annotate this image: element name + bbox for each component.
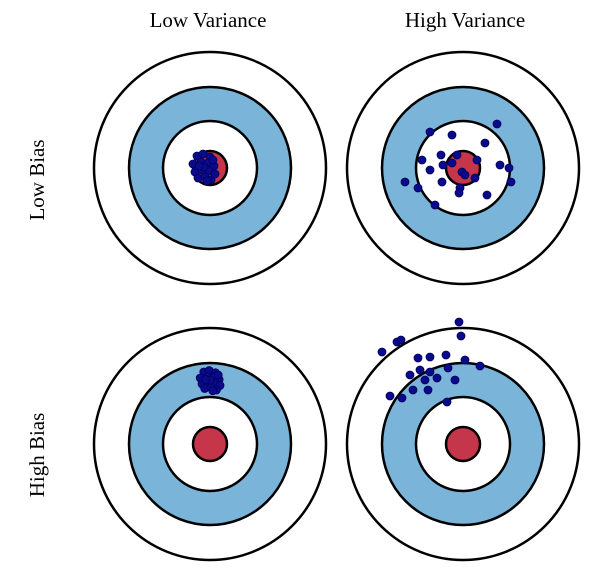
dart-hit xyxy=(425,127,435,137)
dart-hit xyxy=(213,370,223,380)
dart-hit xyxy=(405,370,415,380)
dart-hit xyxy=(425,352,435,362)
dart-hit xyxy=(425,367,435,377)
dart-hit xyxy=(454,317,464,327)
dart-hit xyxy=(420,375,430,385)
dart-hit xyxy=(417,155,427,165)
dart-hit xyxy=(413,353,423,363)
dart-hit xyxy=(201,375,211,384)
dart-hit xyxy=(208,386,218,396)
row-label: Low Bias xyxy=(25,139,49,220)
target-bullseye xyxy=(444,425,482,463)
column-label: High Variance xyxy=(405,8,525,32)
dart-hit xyxy=(452,150,462,160)
dart-hit xyxy=(492,119,502,129)
dart-hit xyxy=(397,393,407,403)
target-bullseye xyxy=(191,425,229,463)
dart-hit xyxy=(504,163,514,173)
dart-hit xyxy=(400,177,410,187)
dart-hit xyxy=(447,158,457,168)
dart-hit xyxy=(506,177,516,187)
dart-hit xyxy=(475,361,485,371)
dart-hit xyxy=(447,130,457,140)
dart-hit xyxy=(208,155,218,165)
dart-hit xyxy=(423,385,433,395)
dart-hit xyxy=(470,173,480,183)
dart-hit xyxy=(460,170,470,180)
dart-hit xyxy=(442,397,452,407)
dart-hit xyxy=(438,160,448,170)
dart-hit xyxy=(415,365,425,375)
dart-hit xyxy=(480,138,490,148)
dart-hit xyxy=(408,385,418,395)
column-label: Low Variance xyxy=(150,8,267,32)
row-label: High Bias xyxy=(25,413,49,498)
dart-hit xyxy=(437,177,447,187)
dart-hit xyxy=(432,373,442,383)
dart-hit xyxy=(430,200,440,210)
dart-hit xyxy=(210,169,220,179)
dart-hit xyxy=(495,160,505,170)
dart-hit xyxy=(194,161,204,171)
dart-hit xyxy=(443,363,453,373)
dart-hit xyxy=(450,375,460,385)
dart-hit xyxy=(385,391,395,401)
dart-hit xyxy=(425,165,435,175)
dart-hit xyxy=(377,347,387,357)
dart-hit xyxy=(460,355,470,365)
dart-hit xyxy=(472,155,482,165)
dart-hit xyxy=(456,331,466,341)
dart-hit xyxy=(482,190,492,200)
dart-hit xyxy=(202,176,212,186)
dart-hit xyxy=(396,335,406,345)
dart-hit xyxy=(441,350,451,360)
dart-hit xyxy=(454,188,464,198)
dart-hit xyxy=(413,183,423,193)
dart-hit xyxy=(436,150,446,160)
